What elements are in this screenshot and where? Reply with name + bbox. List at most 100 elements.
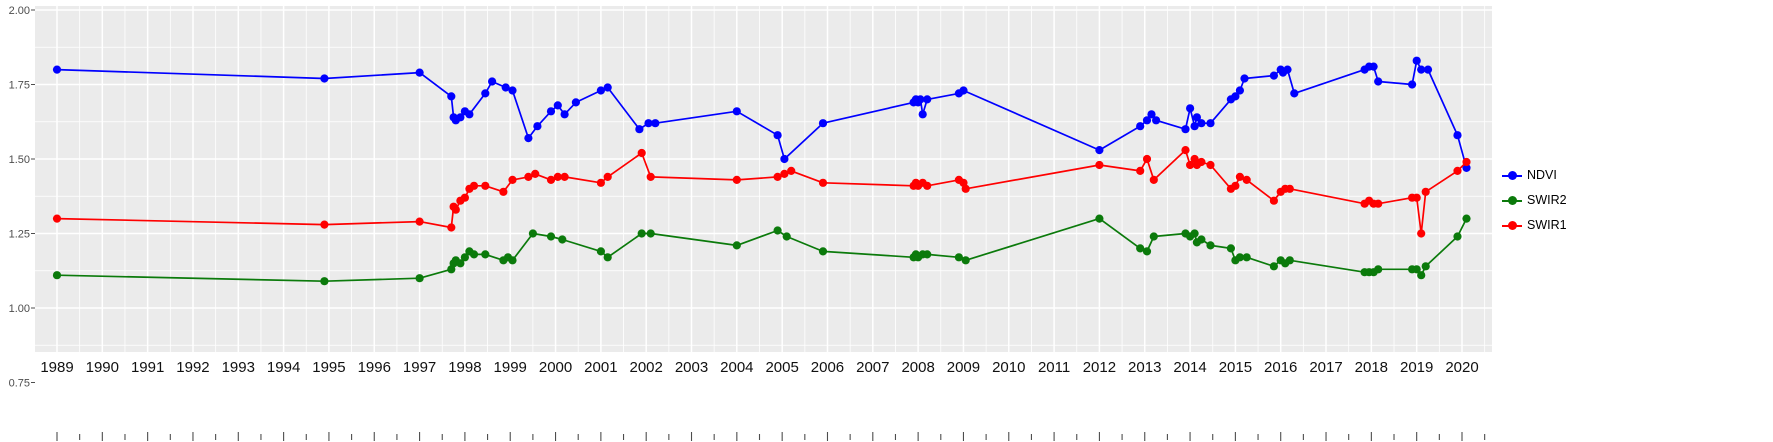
legend-item-ndvi: NDVI xyxy=(1502,165,1567,186)
legend-key-point xyxy=(1507,221,1517,230)
x-tick-label: 2004 xyxy=(720,359,753,376)
data-point xyxy=(644,119,653,128)
data-point xyxy=(320,277,329,286)
data-point xyxy=(1374,265,1383,274)
x-tick-label: 1989 xyxy=(40,359,73,376)
data-point xyxy=(1423,65,1433,74)
data-point xyxy=(1197,235,1206,244)
data-point xyxy=(646,172,655,181)
data-point xyxy=(469,181,479,190)
data-point xyxy=(460,253,469,262)
data-point xyxy=(732,241,741,250)
data-point xyxy=(603,172,612,181)
x-tick-label: 2013 xyxy=(1128,359,1161,376)
data-point xyxy=(1269,196,1278,205)
data-point xyxy=(961,256,970,265)
data-point xyxy=(1136,244,1145,253)
y-tick-label: 0.75 xyxy=(9,378,30,390)
data-point xyxy=(1206,160,1215,170)
data-point xyxy=(1412,56,1421,65)
data-point xyxy=(469,250,479,259)
data-point xyxy=(1421,262,1430,271)
data-point xyxy=(508,256,517,265)
data-point xyxy=(1462,157,1471,167)
data-point xyxy=(637,148,646,158)
data-point xyxy=(481,181,490,190)
data-point xyxy=(456,259,465,268)
data-point xyxy=(571,98,581,107)
data-point xyxy=(918,110,927,119)
data-point xyxy=(773,131,782,140)
data-point xyxy=(533,122,542,131)
data-point xyxy=(1462,214,1471,223)
data-point xyxy=(1235,86,1244,95)
legend-key-point xyxy=(1507,171,1517,180)
data-point xyxy=(415,217,424,226)
data-point xyxy=(508,86,517,95)
data-point xyxy=(818,119,828,128)
data-point xyxy=(320,220,329,229)
data-point xyxy=(1226,244,1235,253)
y-axis-labels: 2.00 1.75 1.50 1.25 1.00 0.75 xyxy=(9,5,35,390)
data-point xyxy=(1408,80,1417,89)
data-point xyxy=(732,175,741,184)
series-points-ndvi xyxy=(52,56,1471,172)
data-point xyxy=(546,107,556,116)
x-tick-label: 2003 xyxy=(675,359,708,376)
data-point xyxy=(1240,74,1249,83)
data-point xyxy=(1235,172,1244,181)
x-tick-label: 1997 xyxy=(403,359,436,376)
x-tick-label: 2008 xyxy=(901,359,934,376)
data-point xyxy=(465,110,474,119)
data-point xyxy=(646,229,655,238)
x-tick-label: 2016 xyxy=(1264,359,1297,376)
data-point xyxy=(1242,175,1251,184)
data-point xyxy=(508,175,517,184)
data-point xyxy=(1136,122,1145,131)
data-point xyxy=(1462,163,1471,172)
data-point xyxy=(501,83,510,92)
data-point xyxy=(447,92,456,101)
data-point xyxy=(1206,241,1215,250)
data-point xyxy=(961,184,970,193)
data-point xyxy=(1095,146,1104,155)
data-point xyxy=(1186,160,1195,170)
data-point xyxy=(1186,104,1195,113)
data-point xyxy=(546,232,556,241)
data-point xyxy=(1197,157,1206,167)
data-point xyxy=(773,226,782,235)
bottom-tick-strip xyxy=(56,432,1486,441)
data-point xyxy=(1231,181,1240,190)
legend-key-ndvi xyxy=(1502,170,1522,181)
series-points-swir1 xyxy=(52,146,1471,238)
y-tick-label: 1.25 xyxy=(9,229,30,241)
data-point xyxy=(923,181,932,190)
data-point xyxy=(596,86,606,95)
data-point xyxy=(923,250,932,259)
x-tick-label: 2011 xyxy=(1038,359,1070,376)
data-point xyxy=(1206,119,1215,128)
data-point xyxy=(1235,253,1244,262)
x-tick-label: 2000 xyxy=(539,359,572,376)
data-point xyxy=(1285,256,1294,265)
data-point xyxy=(447,223,456,232)
data-point xyxy=(558,235,567,244)
data-point xyxy=(1374,77,1383,86)
data-point xyxy=(1412,193,1421,202)
data-point xyxy=(787,166,796,175)
x-tick-label: 1993 xyxy=(222,359,255,376)
x-tick-label: 1995 xyxy=(312,359,345,376)
data-point xyxy=(1147,110,1156,119)
legend-key-swir2 xyxy=(1502,195,1522,206)
x-tick-label: 2015 xyxy=(1219,359,1252,376)
data-point xyxy=(1453,166,1462,175)
legend-key-point xyxy=(1507,196,1517,205)
x-tick-label: 1992 xyxy=(176,359,209,376)
x-tick-label: 2005 xyxy=(765,359,798,376)
data-point xyxy=(524,172,533,181)
data-point xyxy=(916,95,925,104)
x-axis-labels: 1989 1990 1991 1992 1993 1994 1995 1996 1997 1998… xyxy=(40,359,1478,376)
data-point xyxy=(560,110,569,119)
data-point xyxy=(1095,160,1104,170)
x-tick-label: 1999 xyxy=(494,359,527,376)
